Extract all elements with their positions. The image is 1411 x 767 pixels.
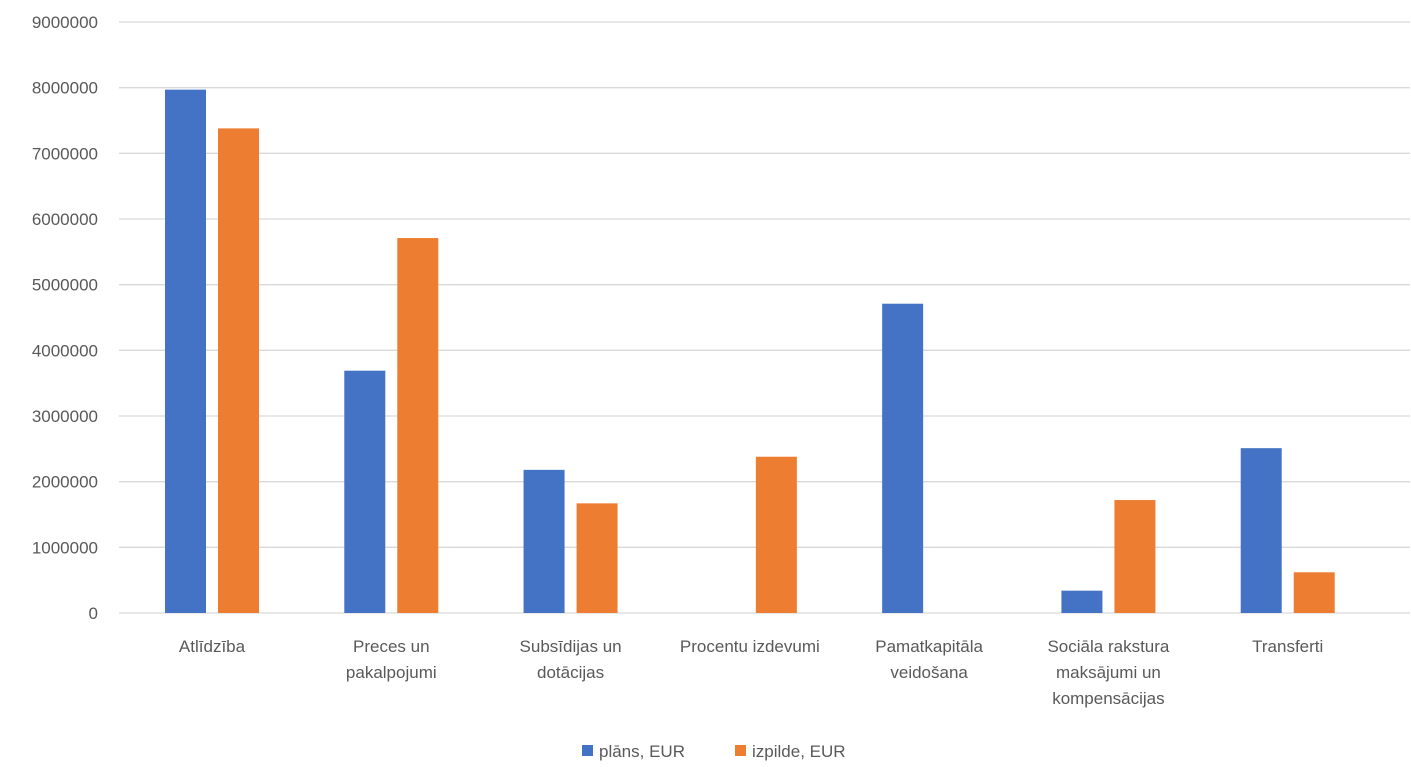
- bar-izpilde-6: [1293, 572, 1335, 613]
- legend: plāns, EUR izpilde, EUR: [582, 742, 846, 761]
- bar-izpilde-5: [1114, 500, 1156, 613]
- legend-label: plāns, EUR: [599, 742, 685, 761]
- bar-plans-4: [882, 303, 924, 613]
- y-tick-label: 3000000: [32, 407, 98, 426]
- x-axis-category-labels: Atlīdzība Preces un pakalpojumi Subsīdijas …: [179, 637, 1323, 708]
- x-category-label: pakalpojumi: [346, 663, 437, 682]
- legend-swatch: [735, 745, 746, 756]
- x-category-label: maksājumi un: [1056, 663, 1161, 682]
- bar-izpilde-0: [218, 128, 259, 613]
- gridlines: [119, 21, 1410, 614]
- bar-plans-2: [523, 469, 565, 613]
- bars: [165, 89, 1335, 614]
- bar-plans-6: [1240, 448, 1282, 613]
- x-category-label: Procentu izdevumi: [680, 637, 820, 656]
- x-category-label: Subsīdijas un: [520, 637, 622, 656]
- y-tick-label: 6000000: [32, 210, 98, 229]
- x-category-label: Sociāla rakstura: [1047, 637, 1169, 656]
- y-tick-label: 9000000: [32, 13, 98, 32]
- x-category-label: kompensācijas: [1052, 689, 1164, 708]
- bar-izpilde-2: [576, 503, 618, 613]
- bar-plans-1: [344, 370, 386, 613]
- y-tick-label: 2000000: [32, 473, 98, 492]
- bar-plans-5: [1061, 590, 1103, 613]
- x-category-label: Transferti: [1252, 637, 1323, 656]
- legend-swatch: [582, 745, 593, 756]
- y-tick-label: 5000000: [32, 276, 98, 295]
- bar-izpilde-3: [755, 456, 797, 613]
- y-axis-tick-labels: 0 1000000 2000000 3000000 4000000 5000000 6000…: [32, 13, 98, 623]
- bar-izpilde-1: [397, 238, 439, 613]
- y-tick-label: 4000000: [32, 341, 98, 360]
- y-tick-label: 7000000: [32, 144, 98, 163]
- legend-label: izpilde, EUR: [752, 742, 846, 761]
- x-category-label: Atlīdzība: [179, 637, 246, 656]
- bar-plans-0: [165, 89, 206, 614]
- x-category-label: Preces un: [353, 637, 430, 656]
- y-tick-label: 0: [89, 604, 98, 623]
- y-tick-label: 8000000: [32, 79, 98, 98]
- x-category-label: Pamatkapitāla: [875, 637, 983, 656]
- x-category-label: veidošana: [890, 663, 968, 682]
- x-category-label: dotācijas: [537, 663, 604, 682]
- y-tick-label: 1000000: [32, 538, 98, 557]
